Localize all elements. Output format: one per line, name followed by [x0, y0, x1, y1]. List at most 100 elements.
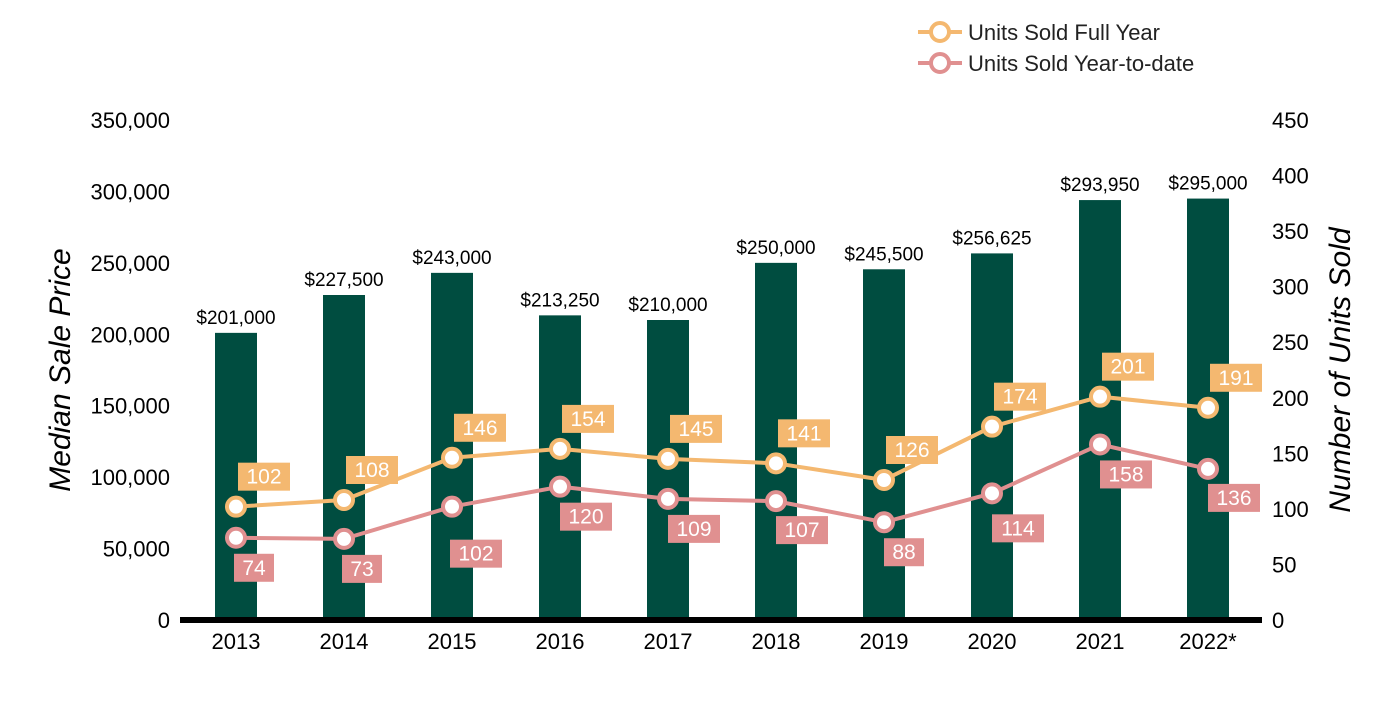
bar-label-2022: $295,000 — [1168, 174, 1247, 195]
data-label-units-sold-full-year-2019: 126 — [894, 439, 929, 462]
line-units-sold-full-year — [235, 394, 1209, 509]
bar-label-2021: $293,950 — [1060, 175, 1139, 196]
data-label-units-sold-full-year-2014: 108 — [354, 459, 389, 482]
point-units-sold-year-to-date-2021 — [1089, 433, 1111, 456]
y-right-tick-label-2: 100 — [1272, 497, 1309, 522]
data-label-units-sold-year-to-date-2019: 88 — [892, 541, 915, 564]
data-label-box-units-sold-full-year-2020 — [994, 382, 1046, 411]
point-units-sold-full-year-2021 — [1089, 385, 1111, 408]
data-label-box-units-sold-full-year-2013 — [238, 462, 290, 491]
data-label-units-sold-year-to-date-2020: 114 — [1001, 517, 1035, 540]
data-label-units-sold-year-to-date-2014: 73 — [350, 558, 373, 581]
y-left-tick-label-2: 100,000 — [90, 465, 170, 490]
y-right-tick-label-4: 200 — [1272, 386, 1309, 411]
y-right-tick-label-1: 50 — [1272, 552, 1296, 577]
point-units-sold-year-to-date-2022 — [1197, 457, 1219, 480]
x-tick-label-2022: 2022* — [1179, 629, 1237, 654]
data-label-box-units-sold-full-year-2018 — [778, 419, 830, 448]
axes: 2013 2014 2015 2016 2017 2018 2019 2020 2021 2022… — [44, 108, 1357, 654]
y-right-tick-label-3: 150 — [1272, 441, 1309, 466]
bar-label-2017: $210,000 — [628, 295, 707, 316]
data-label-box-units-sold-year-to-date-2015 — [450, 539, 502, 568]
x-tick-label-2017: 2017 — [644, 629, 693, 654]
y-left-tick-label-4: 200,000 — [90, 322, 170, 347]
y-right-axis-title: Number of Units Sold — [1324, 226, 1357, 512]
data-label-box-units-sold-year-to-date-2019 — [884, 538, 924, 567]
data-label-box-units-sold-year-to-date-2017 — [668, 514, 720, 543]
data-label-units-sold-year-to-date-2018: 107 — [784, 519, 819, 542]
x-tick-label-2020: 2020 — [968, 629, 1017, 654]
data-label-units-sold-full-year-2020: 174 — [1002, 386, 1037, 409]
y-left-tick-label-1: 50,000 — [103, 537, 170, 562]
legend: Units Sold Full Year Units Sold Year-to-d… — [918, 20, 1194, 76]
series-units-sold-full-year: 102 108 146 154 145 141 126 174 201 191 — [225, 352, 1262, 518]
data-label-box-units-sold-full-year-2014 — [346, 456, 398, 484]
data-label-box-units-sold-year-to-date-2013 — [234, 553, 274, 582]
point-units-sold-full-year-2016 — [549, 437, 571, 460]
point-units-sold-year-to-date-2013 — [225, 526, 247, 549]
legend-label-units-sold-year-to-date: Units Sold Year-to-date — [968, 51, 1194, 76]
data-label-units-sold-year-to-date-2016: 120 — [568, 506, 603, 529]
data-label-units-sold-year-to-date-2021: 158 — [1108, 463, 1143, 486]
data-label-box-units-sold-full-year-2019 — [886, 436, 938, 464]
point-units-sold-year-to-date-2018 — [765, 490, 787, 513]
data-label-units-sold-full-year-2022: 191 — [1218, 367, 1253, 390]
y-left-axis-title: Median Sale Price — [44, 248, 77, 491]
point-units-sold-year-to-date-2015 — [441, 495, 463, 518]
bar-label-2020: $256,625 — [952, 228, 1031, 249]
bar-2015 — [431, 272, 473, 620]
y-left-tick-label-3: 150,000 — [90, 394, 170, 419]
data-label-units-sold-year-to-date-2015: 102 — [458, 543, 493, 566]
data-label-box-units-sold-year-to-date-2018 — [776, 516, 828, 545]
bar-2016 — [539, 315, 581, 620]
legend-item-units-sold-year-to-date: Units Sold Year-to-date — [918, 51, 1194, 76]
point-units-sold-year-to-date-2020 — [981, 482, 1003, 505]
x-tick-label-2013: 2013 — [212, 629, 261, 654]
data-label-box-units-sold-full-year-2015 — [454, 413, 506, 442]
data-label-units-sold-full-year-2013: 102 — [246, 466, 281, 489]
point-units-sold-full-year-2014 — [333, 489, 355, 511]
point-units-sold-year-to-date-2017 — [657, 487, 679, 510]
bar-value-labels: $201,000 $227,500 $243,000 $213,250 $210,000… — [196, 174, 1247, 329]
point-units-sold-year-to-date-2019 — [873, 511, 895, 534]
y-left-tick-label-7: 350,000 — [90, 108, 170, 133]
y-right-tick-label-9: 450 — [1272, 108, 1309, 133]
data-label-units-sold-full-year-2021: 201 — [1110, 356, 1145, 379]
data-label-box-units-sold-full-year-2021 — [1102, 352, 1154, 381]
point-units-sold-full-year-2022 — [1197, 396, 1219, 419]
data-label-box-units-sold-year-to-date-2016 — [560, 502, 612, 531]
point-units-sold-year-to-date-2016 — [549, 475, 571, 498]
bar-label-2018: $250,000 — [736, 238, 815, 259]
x-tick-label-2016: 2016 — [536, 629, 585, 654]
data-label-box-units-sold-full-year-2017 — [670, 414, 722, 443]
y-right-tick-label-7: 350 — [1272, 219, 1309, 244]
data-label-box-units-sold-year-to-date-2021 — [1100, 460, 1152, 489]
data-label-units-sold-year-to-date-2017: 109 — [676, 518, 711, 541]
bar-label-2016: $213,250 — [520, 290, 599, 311]
data-label-units-sold-year-to-date-2022: 136 — [1216, 487, 1251, 510]
y-left-tick-label-6: 300,000 — [90, 179, 170, 204]
legend-marker-units-sold-full-year — [929, 21, 951, 43]
data-label-units-sold-full-year-2017: 145 — [678, 418, 713, 441]
point-units-sold-year-to-date-2014 — [333, 527, 355, 550]
y-left-tick-label-0: 0 — [158, 608, 170, 633]
bar-2021 — [1079, 200, 1121, 621]
data-label-units-sold-year-to-date-2013: 74 — [242, 557, 266, 580]
data-label-units-sold-full-year-2015: 146 — [462, 417, 497, 440]
bar-label-2015: $243,000 — [412, 248, 491, 269]
point-units-sold-full-year-2020 — [981, 415, 1003, 438]
data-label-box-units-sold-year-to-date-2020 — [992, 514, 1044, 543]
x-tick-label-2015: 2015 — [428, 629, 477, 654]
data-label-box-units-sold-year-to-date-2022 — [1208, 483, 1260, 512]
legend-marker-units-sold-year-to-date — [929, 52, 951, 74]
data-label-box-units-sold-year-to-date-2014 — [342, 554, 382, 583]
x-tick-label-2018: 2018 — [752, 629, 801, 654]
y-left-tick-label-5: 250,000 — [90, 251, 170, 276]
point-units-sold-full-year-2013 — [225, 495, 247, 518]
bar-label-2019: $245,500 — [844, 244, 923, 265]
data-label-units-sold-full-year-2016: 154 — [570, 408, 605, 431]
bar-2017 — [647, 320, 689, 620]
point-units-sold-full-year-2015 — [441, 446, 463, 469]
data-label-units-sold-full-year-2018: 141 — [786, 422, 821, 445]
bar-label-2014: $227,500 — [304, 270, 383, 291]
